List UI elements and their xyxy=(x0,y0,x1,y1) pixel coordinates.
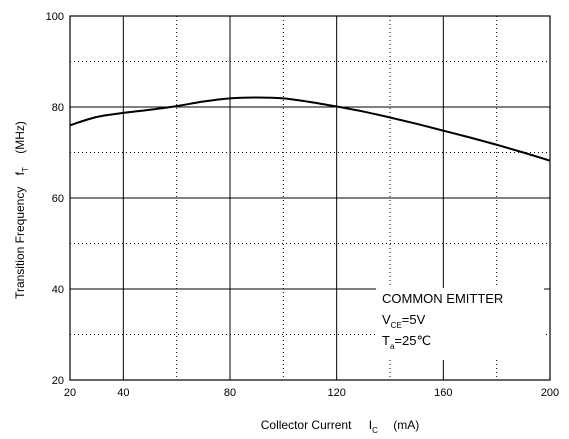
x-axis-title: Collector Current IC (mA) xyxy=(261,418,420,436)
y-axis-symbol-sub: T xyxy=(21,167,30,172)
x-tick-label: 80 xyxy=(224,387,236,399)
y-axis-label: Transition Frequency xyxy=(13,187,27,299)
y-tick-label: 60 xyxy=(52,193,64,205)
annotation-ta-value: =25℃ xyxy=(394,333,431,348)
annotation-background xyxy=(376,288,544,360)
grid-lines xyxy=(70,16,550,380)
annotation-line-3: Ta=25℃ xyxy=(382,333,431,351)
x-tick-label: 200 xyxy=(541,387,559,399)
y-tick-label: 40 xyxy=(52,284,64,296)
x-tick-label: 120 xyxy=(327,387,345,399)
y-tick-label: 20 xyxy=(52,375,64,387)
tick-labels: 20 40 80 120 160 200 20 40 60 80 100 xyxy=(46,11,560,399)
annotation-ta-symbol: T xyxy=(382,333,390,348)
series-line xyxy=(69,96,551,162)
annotation-line-2: VCE=5V xyxy=(382,312,426,330)
x-axis-unit: (mA) xyxy=(393,418,419,432)
y-axis-title: Transition Frequency fT (MHz) xyxy=(13,121,31,299)
y-axis-symbol: f xyxy=(13,171,27,175)
annotation-box: COMMON EMITTER VCE=5V Ta=25℃ xyxy=(376,288,544,360)
annotation-vce-sub: CE xyxy=(391,321,402,330)
annotation-ta-sub: a xyxy=(390,342,395,351)
x-tick-label: 160 xyxy=(434,387,452,399)
annotation-vce-symbol: V xyxy=(382,312,391,327)
y-tick-label: 100 xyxy=(46,11,64,23)
series-layer xyxy=(69,96,551,162)
annotation-vce-value: =5V xyxy=(402,312,426,327)
y-axis-unit: (MHz) xyxy=(13,121,27,154)
y-tick-label: 80 xyxy=(52,102,64,114)
x-axis-symbol-sub: C xyxy=(372,426,378,435)
x-axis-symbol: I xyxy=(369,418,372,432)
x-tick-label: 20 xyxy=(64,387,76,399)
plot-frame xyxy=(69,15,551,381)
annotation-line-1: COMMON EMITTER xyxy=(382,291,503,306)
x-axis-label: Collector Current xyxy=(261,418,352,432)
x-tick-label: 40 xyxy=(117,387,129,399)
